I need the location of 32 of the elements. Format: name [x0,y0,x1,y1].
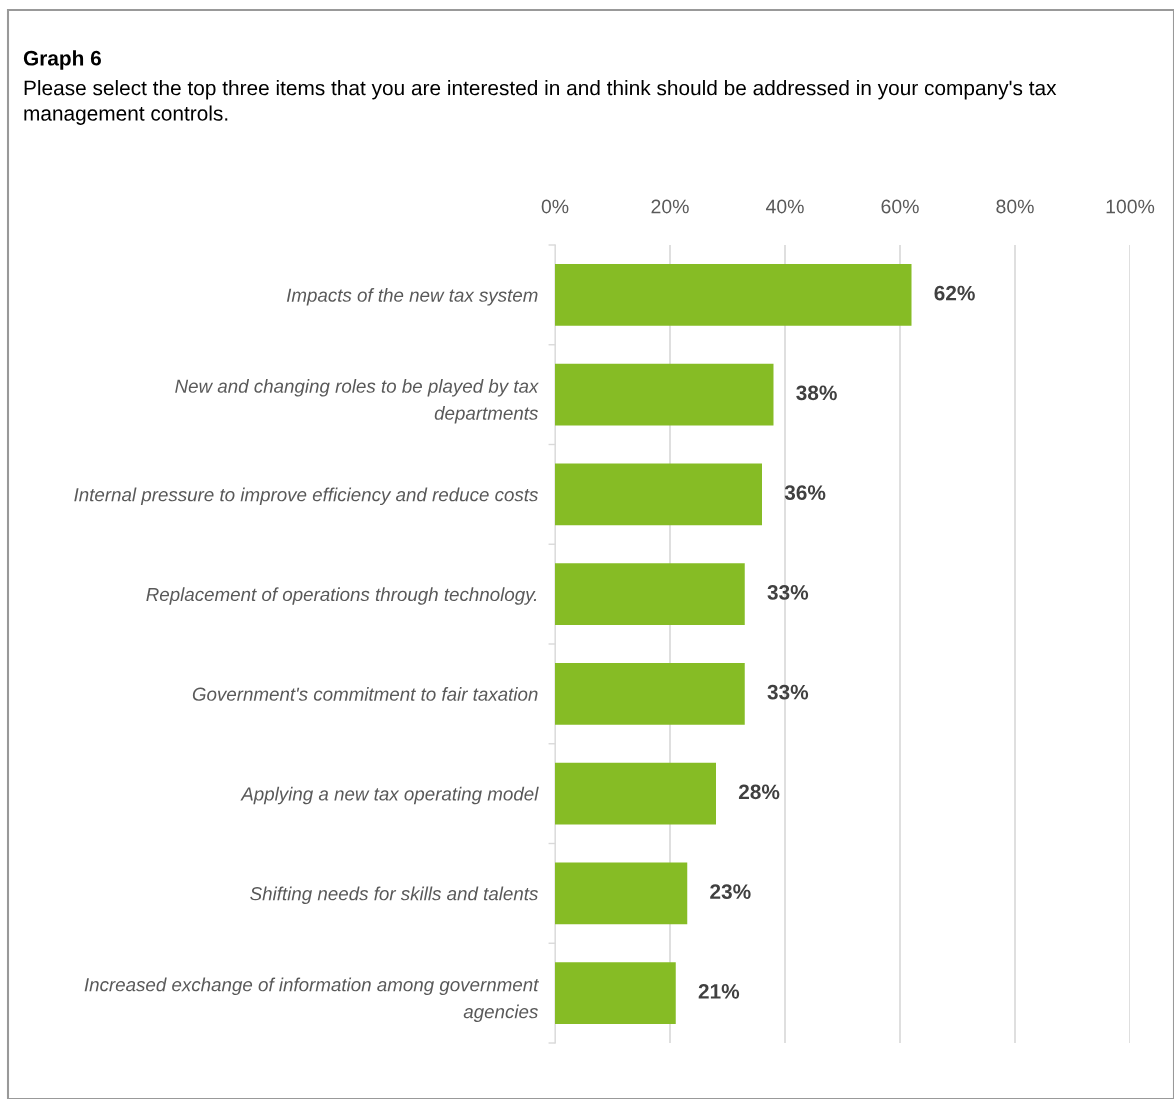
y-tick-label: Applying a new tax operating model [240,786,539,805]
text: Graph 6 [23,50,101,70]
bar [555,363,774,426]
x-tick-label: 0% [541,199,569,214]
y-tick-label: Impacts of the new tax system [286,288,538,306]
bar [555,962,676,1025]
data-label: 38% [796,385,837,401]
bar [555,662,745,725]
x-tick-label: 80% [996,199,1034,214]
y-tick-label: Government's commitment to fair taxation [192,687,538,701]
y-tick-label: Shifting needs for skills and talents [250,886,538,905]
data-label: 23% [710,884,751,899]
data-label: 21% [698,983,740,999]
bar [555,263,912,326]
y-tick-label: Increased exchange of information among government agencies [84,977,540,1023]
bar [555,762,716,825]
y-tick-label: New and changing roles to be played by tax departments [175,379,539,424]
data-label: 36% [784,485,826,500]
x-tick-label: 40% [765,199,804,214]
bar [555,563,745,626]
chart-subtitle: Please select the top three items that you are interested in and think should be addressed in your company's tax management controls. [24,80,1057,125]
x-tick-label: 100% [1106,199,1155,214]
data-label: 33% [767,584,809,600]
y-tick-label: Replacement of operations through technology. [146,587,537,605]
x-tick-label: 20% [651,199,689,214]
data-label: 62% [934,285,975,301]
data-label: 28% [738,784,780,800]
x-tick-label: 60% [881,199,919,214]
data-label: 33% [767,684,809,700]
bar [555,862,688,925]
y-tick-label: Internal pressure to improve efficiency and reduce costs [74,487,538,506]
bar [555,463,762,526]
